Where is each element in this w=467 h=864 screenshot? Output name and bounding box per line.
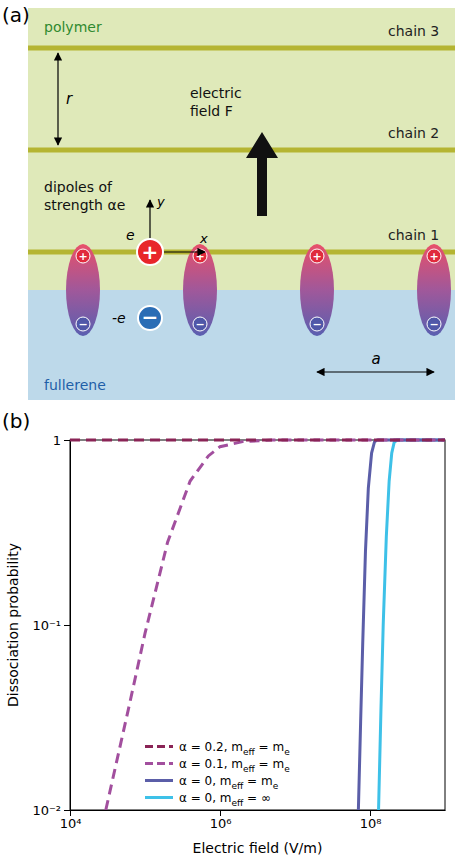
chain-label: chain 3 [388,23,439,39]
dipole-plus-sign: + [78,250,87,263]
x-axis-title: Electric field (V/m) [193,840,323,856]
x-axis-line [71,810,446,811]
x-tick-label: 10⁴ [60,816,82,831]
dipole-plus [310,249,324,263]
electron [138,306,162,330]
dipole-minus [193,317,207,331]
panel-b: 10⁴ 10⁶ 10⁸ 10⁻² 10⁻¹ 1 Electric field (V/m) Di… [5,433,446,856]
chain [28,46,455,51]
dipole-plus [193,249,207,263]
dipole [300,244,334,336]
series-line [358,440,445,810]
dipole [66,244,100,336]
x-tick-mark [220,810,221,816]
panel-a: chain 3 chain 2 chain 1 polymer fullerene + − +… [28,8,455,400]
dipole [183,244,217,336]
dipole-plus [427,249,441,263]
a-label: a [371,350,380,368]
dipole-plus-sign: + [429,250,438,263]
series-line [70,439,445,442]
y-tick: 10⁻¹ [32,618,70,633]
x-axis: 10⁴ 10⁶ 10⁸ [60,810,446,831]
dipole-minus-sign: − [312,318,321,331]
electron-label: -e [112,310,126,326]
x-tick-label: 10⁸ [360,816,382,831]
series-line [106,440,445,810]
y-tick: 10⁻² [32,803,70,818]
y-tick-mark [64,625,70,626]
plot-frame [70,440,445,810]
x-tick-mark [370,810,371,816]
dipole-plus [76,249,90,263]
legend-swatch [145,745,173,748]
dipole-minus-sign: − [195,318,204,331]
legend-label: α = 0, meff = ∞ [179,791,271,808]
dipole [417,244,451,336]
legend-label: α = 0.2, meff = me [179,740,290,757]
polymer-label: polymer [44,19,102,35]
y-tick-label: 1 [53,433,61,448]
hole-label: e [126,227,135,243]
x-tick-label: 10⁶ [210,816,232,831]
fullerene-label: fullerene [44,377,106,393]
y-tick-label: 10⁻² [32,803,61,818]
dipole-minus [310,317,324,331]
x-label: x [199,231,208,246]
legend-swatch [145,796,173,799]
legend-label: α = 0, meff = me [179,774,279,791]
dipole-minus [76,317,90,331]
y-tick-label: 10⁻¹ [32,618,61,633]
legend-swatch [145,779,173,782]
figure: chain 3 chain 2 chain 1 polymer fullerene + − +… [0,0,467,864]
hole [137,239,163,265]
dipole-minus-sign: − [429,318,438,331]
dipole-minus [427,317,441,331]
dipole-plus-sign: + [312,250,321,263]
polymer-region [28,8,455,290]
dipoles-label: dipoles of strength αe [44,179,125,213]
electron-sign: − [142,305,159,329]
plot-lines [70,440,445,810]
y-tick-mark [64,810,70,811]
a-arrow [317,371,434,372]
chain-label: chain 2 [388,125,439,141]
legend-label: α = 0.1, meff = me [179,757,290,774]
chain [28,148,455,153]
field-label: electric field F [190,85,246,119]
legend: α = 0.2, meff = meα = 0.1, meff = meα = … [145,740,290,808]
r-arrow [57,53,58,145]
chain-label: chain 1 [388,227,439,243]
hole-sign: + [142,240,159,264]
field-arrow [246,132,278,216]
y-tick: 1 [53,433,70,448]
x-tick-mark [70,810,71,816]
x-tick: 10⁶ [210,810,232,831]
panel-label: (b) [2,409,30,433]
y-label: y [156,194,165,209]
dipole-minus-sign: − [78,318,87,331]
legend-swatch [145,762,173,765]
y-axis: 10⁻² 10⁻¹ 1 [32,433,70,818]
r-label: r [66,90,73,108]
y-axis-line [70,441,71,811]
y-axis-title: Dissociation probability [5,543,21,707]
x-tick: 10⁸ [360,810,382,831]
y-tick-mark [64,440,70,441]
series-line [379,440,445,810]
panel-label: (a) [2,3,30,27]
x-tick: 10⁴ [60,810,82,831]
